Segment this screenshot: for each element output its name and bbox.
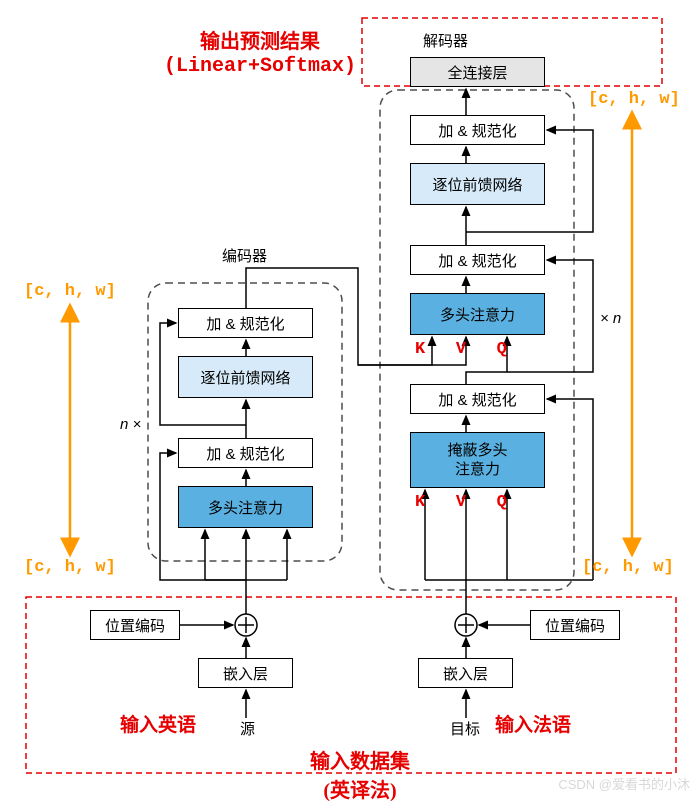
decoder-label: 解码器 (423, 30, 468, 51)
embed-right-block: 嵌入层 (418, 658, 513, 688)
enc-mha-block: 多头注意力 (178, 486, 313, 528)
fc-layer-block: 全连接层 (410, 57, 545, 87)
dataset-annot: 输入数据集 (英译法) (270, 745, 450, 803)
dec-addnorm3-block: 加 & 规范化 (410, 115, 545, 145)
output-annot: 输出预测结果 (Linear+Softmax) (160, 25, 360, 78)
kvq-masked: K V Q (415, 493, 507, 512)
fc-layer-label: 全连接层 (447, 62, 507, 83)
diagram-canvas (0, 0, 700, 799)
n-times-left: n × (120, 416, 141, 433)
n-times-right: × n (600, 310, 621, 327)
dec-addnorm1-block: 加 & 规范化 (410, 384, 545, 414)
input-en-annot: 输入英语 (120, 710, 196, 737)
dec-masked-mha-block: 掩蔽多头注意力 (410, 432, 545, 488)
enc-ffn-block: 逐位前馈网络 (178, 356, 313, 398)
encoder-label: 编码器 (222, 245, 267, 266)
chw-enc-bot: [c, h, w] (24, 558, 116, 577)
enc-addnorm1-block: 加 & 规范化 (178, 438, 313, 468)
watermark: CSDN @爱看书的小沐 (558, 774, 690, 793)
input-fr-annot: 输入法语 (495, 710, 571, 737)
kvq-cross: K V Q (415, 340, 507, 359)
pos-encoding-left-block: 位置编码 (90, 610, 180, 640)
dec-ffn-block: 逐位前馈网络 (410, 163, 545, 205)
tgt-label: 目标 (450, 718, 480, 739)
src-label: 源 (240, 718, 255, 739)
pos-encoding-right-block: 位置编码 (530, 610, 620, 640)
enc-addnorm2-block: 加 & 规范化 (178, 308, 313, 338)
dec-mha-block: 多头注意力 (410, 293, 545, 335)
embed-left-block: 嵌入层 (198, 658, 293, 688)
dec-addnorm2-block: 加 & 规范化 (410, 245, 545, 275)
chw-dec-bot: [c, h, w] (582, 558, 674, 577)
chw-enc-top: [c, h, w] (24, 282, 116, 301)
chw-dec-top: [c, h, w] (588, 90, 680, 109)
